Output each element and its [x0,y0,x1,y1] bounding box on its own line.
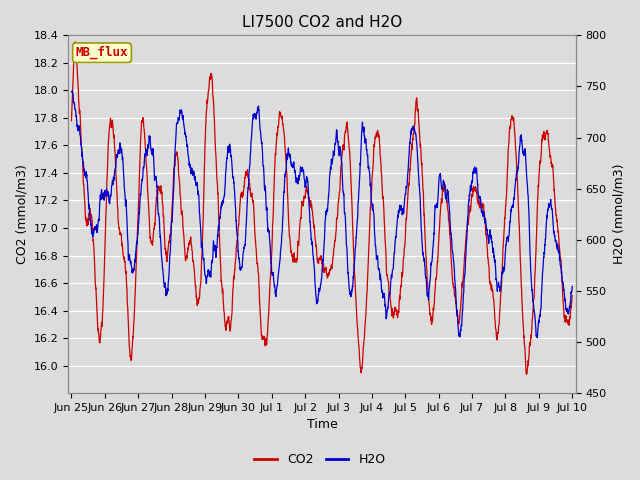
Y-axis label: H2O (mmol/m3): H2O (mmol/m3) [612,164,625,264]
H2O [295,177,303,183]
CO2 [82,216,90,222]
CO2 [71,39,79,45]
Legend: CO2, H2O: CO2, H2O [250,448,390,471]
Title: LI7500 CO2 and H2O: LI7500 CO2 and H2O [242,15,402,30]
CO2 [523,371,531,377]
Y-axis label: CO2 (mmol/m3): CO2 (mmol/m3) [15,164,28,264]
CO2 [106,117,114,122]
H2O [82,171,90,177]
H2O [68,88,76,94]
Line: CO2: CO2 [72,42,572,374]
H2O [492,272,500,277]
CO2 [295,236,303,241]
H2O [533,335,541,340]
H2O [123,211,131,217]
H2O [68,88,76,94]
X-axis label: Time: Time [307,419,337,432]
CO2 [137,136,145,142]
CO2 [568,293,576,299]
CO2 [123,283,131,288]
H2O [568,284,576,289]
H2O [137,192,145,198]
Line: H2O: H2O [72,91,572,337]
Text: MB_flux: MB_flux [76,46,128,60]
CO2 [492,327,500,333]
H2O [106,192,114,198]
CO2 [68,118,76,124]
